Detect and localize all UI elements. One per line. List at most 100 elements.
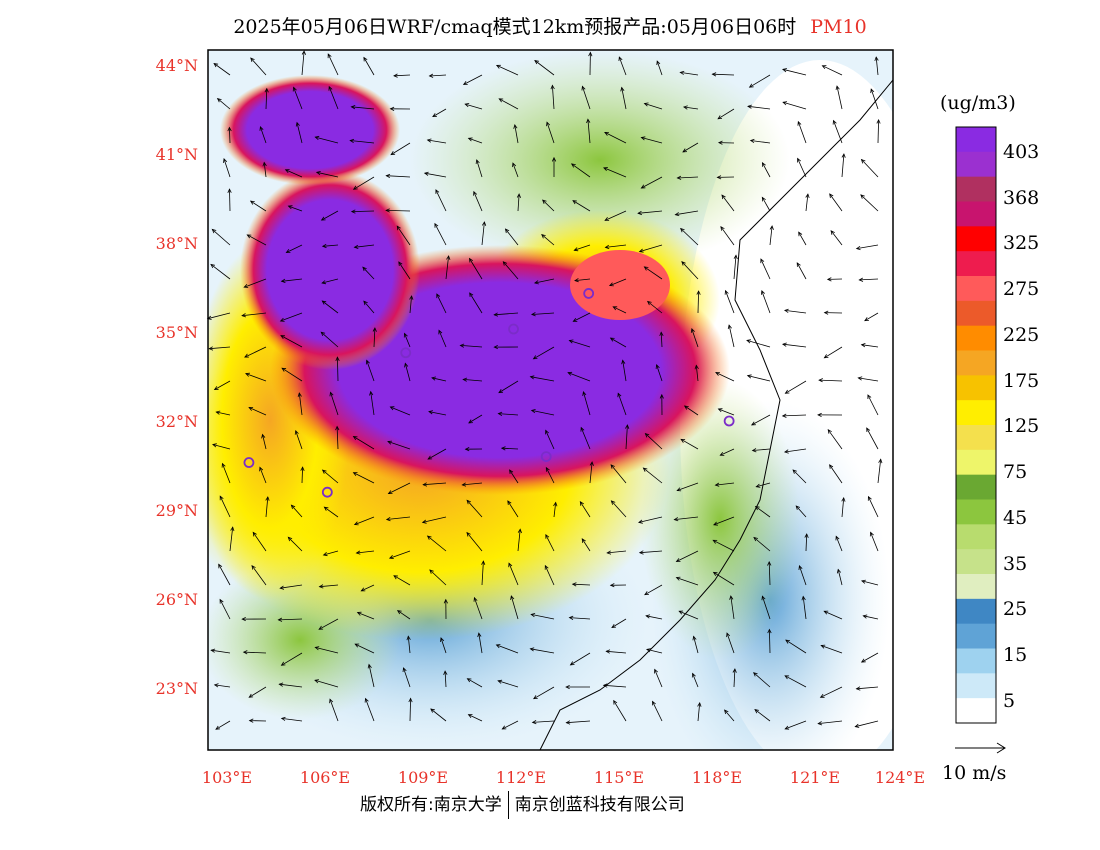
wind-arrow-head: [241, 313, 247, 318]
wind-arrow-head: [509, 469, 514, 474]
wind-arrow-head: [618, 56, 623, 62]
wind-arrow-head: [784, 449, 789, 454]
wind-arrow: [782, 414, 807, 417]
wind-arrow-head: [675, 576, 681, 581]
colorbar-tick-label: 225: [1003, 324, 1040, 346]
wind-arrow-head: [265, 496, 270, 501]
wind-arrow: [621, 87, 627, 110]
wind-arrow: [260, 126, 267, 144]
wind-arrow-head: [830, 230, 835, 235]
wind-arrow: [288, 537, 303, 552]
wind-arrow: [314, 679, 339, 688]
wind-arrow-head: [821, 65, 827, 70]
wind-arrow: [469, 292, 483, 314]
wind-arrow: [298, 393, 303, 416]
wind-arrow: [474, 597, 483, 620]
wind-arrow-head: [508, 562, 513, 568]
wind-arrow-head: [219, 598, 224, 604]
wind-arrow: [295, 430, 303, 450]
wind-arrow: [676, 550, 699, 562]
wind-arrow-head: [277, 617, 283, 622]
wind-arrow: [245, 373, 267, 382]
wind-arrow-head: [732, 668, 737, 673]
wind-arrow: [867, 394, 879, 416]
wind-arrow: [320, 331, 339, 348]
wind-arrow: [316, 171, 339, 178]
wind-arrow-head: [459, 343, 465, 348]
colorbar-band: [956, 151, 996, 178]
wind-arrow-head: [221, 462, 226, 468]
wind-arrow-head: [475, 159, 480, 164]
wind-arrow-head: [364, 697, 369, 703]
wind-arrow: [785, 639, 807, 654]
wind-arrow-head: [462, 81, 468, 85]
wind-arrow-head: [259, 466, 264, 472]
wind-arrow: [322, 300, 339, 314]
wind-arrow-head: [769, 225, 774, 230]
wind-arrow-head: [328, 85, 333, 91]
wind-arrow-head: [213, 386, 219, 391]
wind-arrow: [467, 678, 483, 688]
wind-arrow-head: [733, 254, 738, 260]
wind-arrow: [574, 278, 591, 281]
colorbar-unit: (ug/m3): [940, 92, 1016, 114]
wind-arrow-head: [466, 499, 471, 505]
wind-arrow-head: [579, 501, 584, 506]
wind-arrow-head: [354, 643, 360, 648]
lat-label: 38°N: [155, 234, 198, 253]
wind-arrow-head: [874, 56, 879, 62]
wind-arrow-head: [715, 372, 720, 376]
wind-arrow: [473, 191, 483, 212]
wind-arrow-head: [323, 506, 329, 511]
wind-arrow-head: [321, 243, 327, 249]
wind-arrow-head: [611, 623, 617, 628]
wind-arrow-head: [280, 716, 286, 721]
wind-arrow-head: [646, 300, 652, 306]
wind-arrow: [440, 637, 447, 654]
wind-arrow: [214, 684, 231, 688]
wind-arrow-head: [640, 184, 646, 189]
wind-arrow-head: [259, 126, 264, 131]
wind-arrow-head: [610, 464, 615, 469]
wind-arrow: [805, 534, 808, 552]
wind-arrow: [613, 306, 627, 314]
wind-arrow: [250, 57, 267, 76]
wind-arrow: [863, 615, 879, 620]
wind-arrow: [611, 618, 627, 628]
wind-arrow-head: [609, 337, 615, 342]
wind-arrow: [573, 312, 591, 322]
wind-arrow-head: [767, 628, 772, 634]
wind-arrow: [760, 258, 771, 280]
colorbar-band: [956, 375, 996, 401]
wind-arrow: [432, 108, 447, 117]
wind-arrow: [265, 88, 268, 110]
wind-arrow: [638, 516, 663, 523]
wind-arrow: [870, 88, 879, 110]
wind-arrow: [856, 686, 879, 690]
wind-arrow-head: [724, 289, 729, 295]
wind-arrow-head: [751, 448, 757, 453]
wind-arrow-head: [602, 683, 608, 688]
wind-arrow: [546, 122, 555, 144]
wind-arrow: [544, 565, 555, 586]
wind-arrow: [336, 426, 339, 450]
wind-arrow: [841, 153, 845, 178]
wind-arrow-head: [761, 595, 766, 601]
wind-arrow-head: [798, 231, 803, 237]
wind-arrow: [281, 278, 303, 282]
wind-arrow-head: [353, 244, 359, 249]
wind-arrow-head: [385, 173, 391, 178]
wind-arrow-head: [355, 550, 361, 555]
lat-label: 44°N: [155, 56, 198, 75]
lat-label: 35°N: [155, 323, 198, 342]
wind-arrow: [354, 516, 375, 525]
wind-arrow: [572, 583, 591, 586]
wind-arrow-head: [329, 698, 334, 704]
wind-arrow: [319, 584, 339, 588]
wind-arrow-head: [404, 362, 409, 368]
wind-arrow: [397, 610, 411, 620]
wind-arrow-head: [680, 227, 685, 233]
wind-arrow-head: [747, 104, 752, 109]
wind-arrow-head: [279, 317, 285, 322]
wind-arrow-head: [295, 121, 300, 127]
